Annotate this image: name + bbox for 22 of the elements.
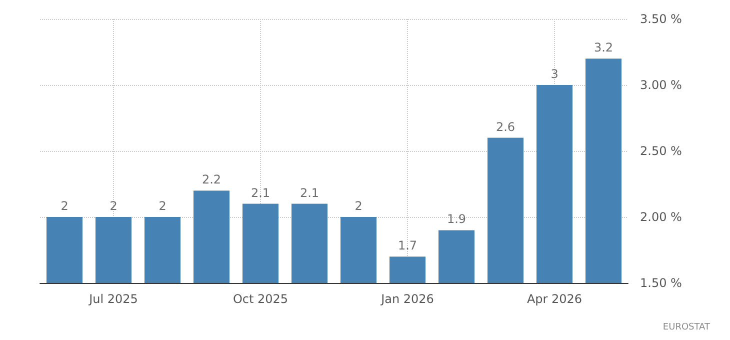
x-tick-label: Oct 2025	[232, 292, 288, 306]
data-label: 1.7	[398, 238, 418, 253]
data-label: 1.9	[446, 212, 466, 226]
data-label: 2.2	[202, 172, 222, 187]
y-tick-label: 3.50 %	[640, 12, 682, 26]
data-label: 2	[354, 199, 362, 213]
y-tick-label: 1.50 %	[640, 276, 682, 290]
data-label: 2.6	[496, 120, 516, 134]
y-tick-label: 2.50 %	[640, 144, 682, 158]
y-tick-label: 2.00 %	[640, 210, 682, 224]
data-label: 2	[158, 199, 166, 213]
data-label: 2	[60, 199, 68, 213]
data-label: 2.1	[300, 186, 320, 200]
y-tick-label: 3.00 %	[640, 78, 682, 92]
text: EUROSTAT	[662, 322, 710, 332]
x-tick-label: Jan 2026	[380, 292, 434, 306]
x-tick-label: Apr 2026	[526, 292, 582, 306]
data-label: 2	[110, 199, 118, 213]
data-label: 3.2	[594, 40, 614, 55]
data-label: 3	[550, 67, 558, 81]
x-tick-label: Jul 2025	[88, 292, 138, 306]
data-label: 2.1	[250, 186, 270, 200]
